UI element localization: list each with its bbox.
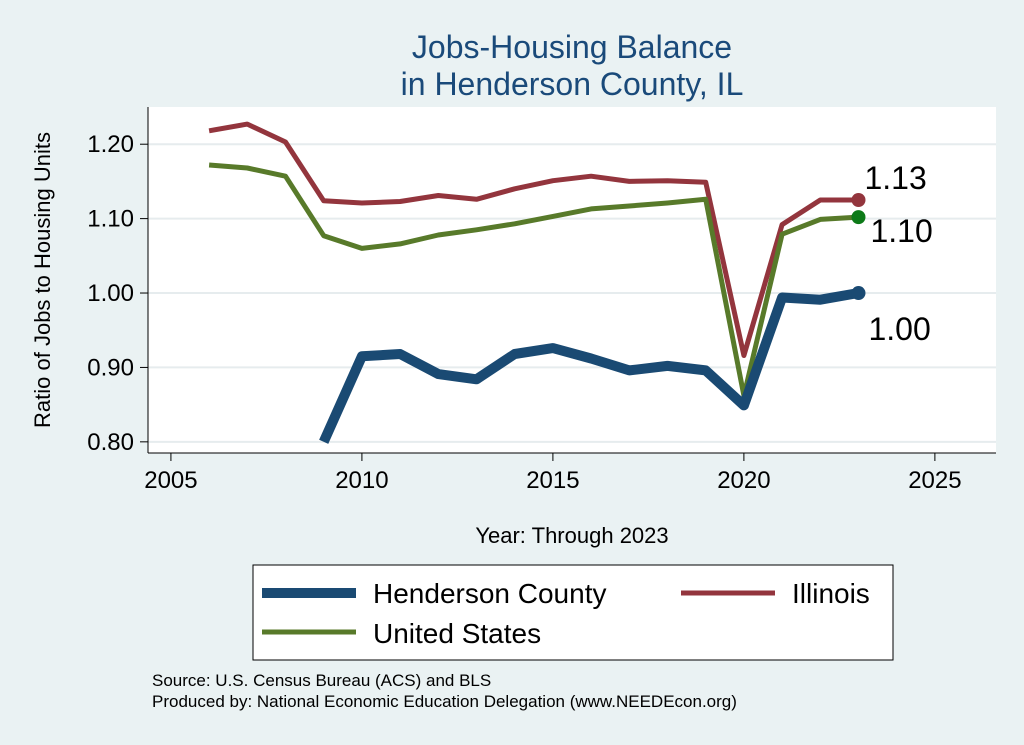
y-tick-label: 0.90	[87, 354, 134, 381]
x-tick-label: 2010	[335, 467, 388, 494]
legend-box	[252, 564, 894, 661]
x-tick-label: 2015	[526, 467, 579, 494]
legend-label-illinois: Illinois	[792, 578, 870, 609]
plot-area	[148, 107, 996, 453]
y-tick-label: 0.80	[87, 429, 134, 456]
y-tick-label: 1.10	[87, 206, 134, 233]
end-label-united-states: 1.10	[870, 213, 932, 249]
source-note: Source: U.S. Census Bureau (ACS) and BLS	[152, 671, 491, 690]
legend-label-united-states: United States	[373, 618, 541, 649]
end-label-illinois: 1.13	[864, 160, 926, 196]
series-line-henderson-county	[319, 288, 860, 444]
y-axis-label: Ratio of Jobs to Housing Units	[30, 132, 55, 428]
x-tick-label: 2005	[144, 467, 197, 494]
x-axis-ticks: 2005 2010 2015 2020 2025	[144, 453, 962, 494]
series-lines	[208, 121, 860, 444]
y-axis-ticks: 0.80 0.90 1.00 1.10 1.20	[87, 131, 148, 456]
end-markers: 1.13 1.10 1.00	[851, 160, 933, 347]
end-marker-united-states	[851, 210, 866, 225]
end-marker-illinois	[851, 193, 866, 208]
x-tick-label: 2025	[908, 467, 961, 494]
chart-subtitle: in Henderson County, IL	[401, 66, 744, 102]
series-line-illinois	[208, 121, 859, 358]
y-tick-label: 1.00	[87, 280, 134, 307]
chart-title: Jobs-Housing Balance	[412, 29, 732, 65]
y-tick-label: 1.20	[87, 131, 134, 158]
legend-label-henderson-county: Henderson County	[373, 578, 606, 609]
x-tick-label: 2020	[717, 467, 770, 494]
end-label-henderson-county: 1.00	[868, 311, 930, 347]
producer-note: Produced by: National Economic Education…	[152, 692, 737, 711]
legend: Henderson County Illinois United States	[252, 564, 894, 661]
x-axis-label: Year: Through 2023	[475, 523, 668, 548]
series-line-united-states	[208, 162, 859, 399]
end-marker-henderson-county	[851, 286, 866, 301]
